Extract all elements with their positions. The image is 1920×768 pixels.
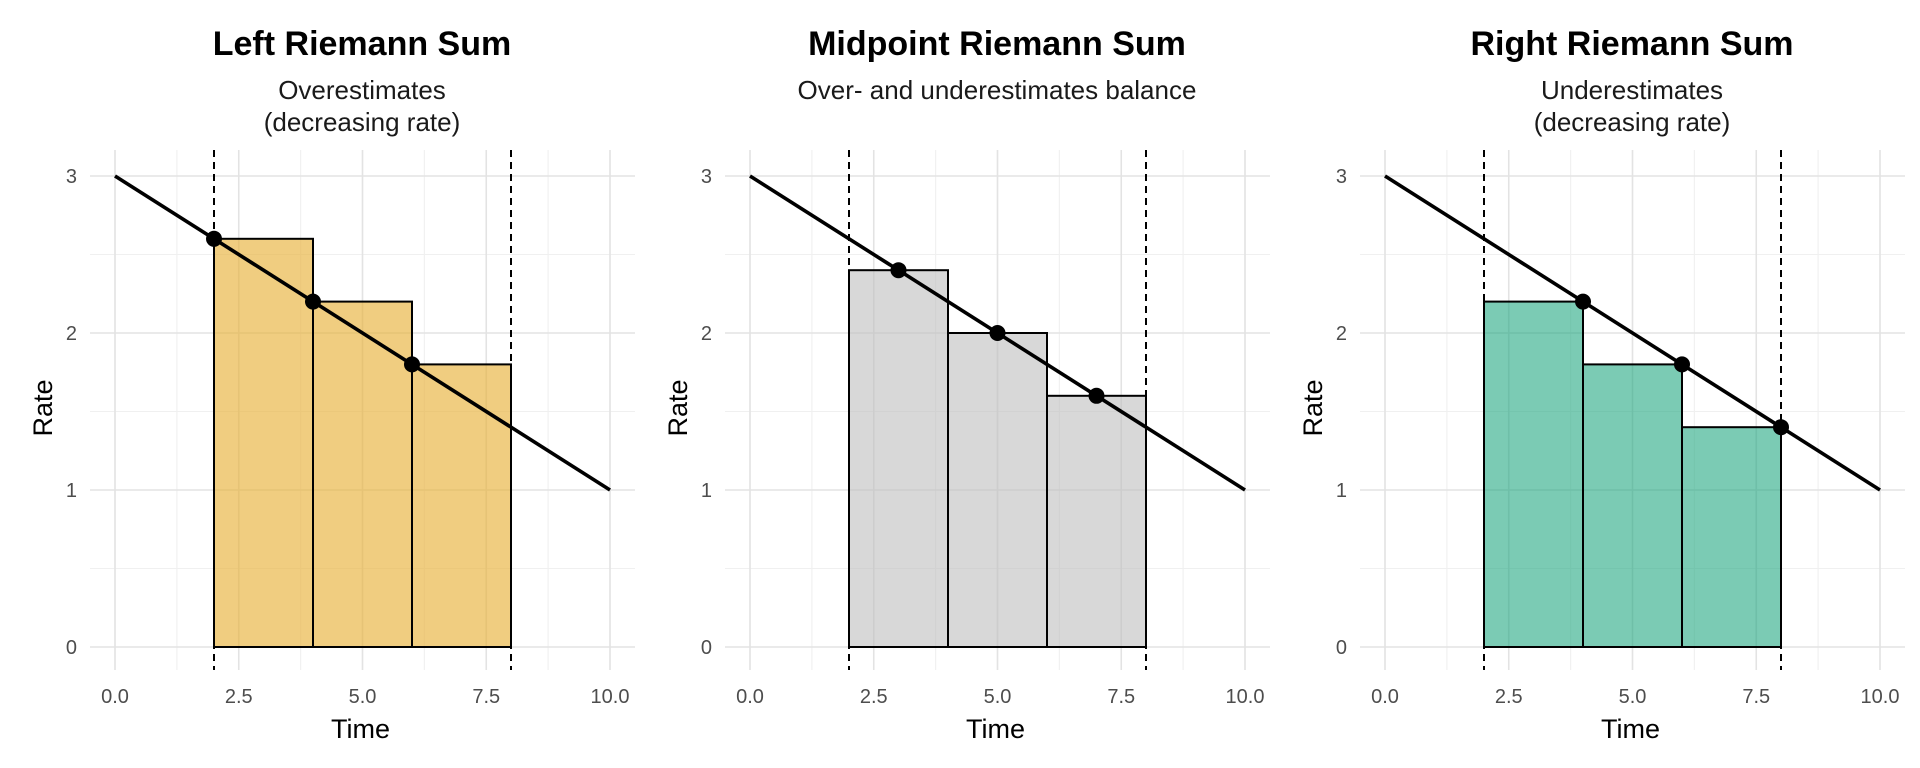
- chart-subtitle: Overestimates: [278, 75, 446, 105]
- x-tick-label: 2.5: [225, 686, 253, 708]
- x-tick-label: 10.0: [1226, 686, 1265, 708]
- riemann-rectangle: [213, 237, 314, 649]
- x-axis-label: Time: [331, 714, 390, 744]
- sample-point: [1773, 419, 1789, 436]
- x-tick-label: 10.0: [1861, 686, 1900, 708]
- riemann-rectangle: [848, 269, 949, 648]
- chart-subtitle: (decreasing rate): [264, 107, 461, 137]
- chart-title: Left Riemann Sum: [213, 25, 511, 63]
- sample-point: [1575, 293, 1591, 310]
- x-tick-label: 10.0: [591, 686, 630, 708]
- chart-panel: 0.0 2.5 5.0 7.5 10.0 0 1 2 3 Time Rate Midpoint Rie…: [663, 25, 1270, 744]
- x-tick-label: 0.0: [736, 686, 764, 708]
- x-tick-label: 0.0: [101, 686, 129, 708]
- chart-title: Right Riemann Sum: [1470, 25, 1793, 63]
- sample-point: [1674, 356, 1690, 373]
- chart-subtitle: (decreasing rate): [1534, 107, 1731, 137]
- riemann-rectangle: [312, 300, 413, 648]
- y-tick-label: 1: [701, 480, 712, 502]
- sample-point: [305, 293, 321, 310]
- y-tick-label: 2: [1336, 323, 1347, 345]
- x-tick-label: 7.5: [472, 686, 500, 708]
- chart-subtitle: Underestimates: [1541, 75, 1723, 105]
- y-tick-label: 0: [1336, 637, 1347, 659]
- sample-point: [890, 262, 907, 279]
- riemann-rectangle: [1681, 426, 1782, 649]
- chart-panel: 0.0 2.5 5.0 7.5 10.0 0 1 2 3 Time Rate Left Riemann…: [28, 25, 635, 744]
- y-tick-label: 3: [701, 166, 712, 188]
- y-tick-label: 1: [1336, 480, 1347, 502]
- sample-point: [404, 356, 420, 373]
- sample-point: [206, 230, 222, 247]
- y-tick-label: 3: [66, 166, 77, 188]
- y-tick-label: 0: [66, 637, 77, 659]
- x-tick-label: 5.0: [984, 686, 1012, 708]
- y-tick-label: 2: [66, 323, 77, 345]
- y-tick-label: 2: [701, 323, 712, 345]
- y-axis-label: Rate: [28, 379, 58, 436]
- x-tick-label: 5.0: [1619, 686, 1647, 708]
- riemann-rectangle: [1582, 363, 1683, 648]
- x-tick-label: 5.0: [349, 686, 377, 708]
- y-axis-label: Rate: [1298, 379, 1328, 436]
- sample-point: [1088, 387, 1105, 404]
- y-tick-label: 0: [701, 637, 712, 659]
- y-tick-label: 3: [1336, 166, 1347, 188]
- x-tick-label: 2.5: [1495, 686, 1523, 708]
- riemann-rectangle: [1483, 300, 1584, 648]
- chart-title: Midpoint Riemann Sum: [808, 25, 1186, 63]
- x-tick-label: 2.5: [860, 686, 888, 708]
- x-tick-label: 7.5: [1107, 686, 1135, 708]
- rate-line: [114, 174, 611, 492]
- x-tick-label: 0.0: [1371, 686, 1399, 708]
- x-tick-label: 7.5: [1742, 686, 1770, 708]
- sample-point: [989, 325, 1006, 341]
- riemann-rectangle: [411, 363, 512, 648]
- y-tick-label: 1: [66, 480, 77, 502]
- chart-subtitle: Over- and underestimates balance: [798, 75, 1197, 105]
- y-axis-label: Rate: [663, 379, 693, 436]
- rate-line: [1384, 174, 1881, 492]
- x-axis-label: Time: [1601, 714, 1660, 744]
- chart-panel: 0.0 2.5 5.0 7.5 10.0 0 1 2 3 Time Rate Right Rieman…: [1298, 25, 1905, 744]
- riemann-rectangle: [947, 332, 1048, 648]
- x-axis-label: Time: [966, 714, 1025, 744]
- riemann-rectangle: [1046, 394, 1147, 648]
